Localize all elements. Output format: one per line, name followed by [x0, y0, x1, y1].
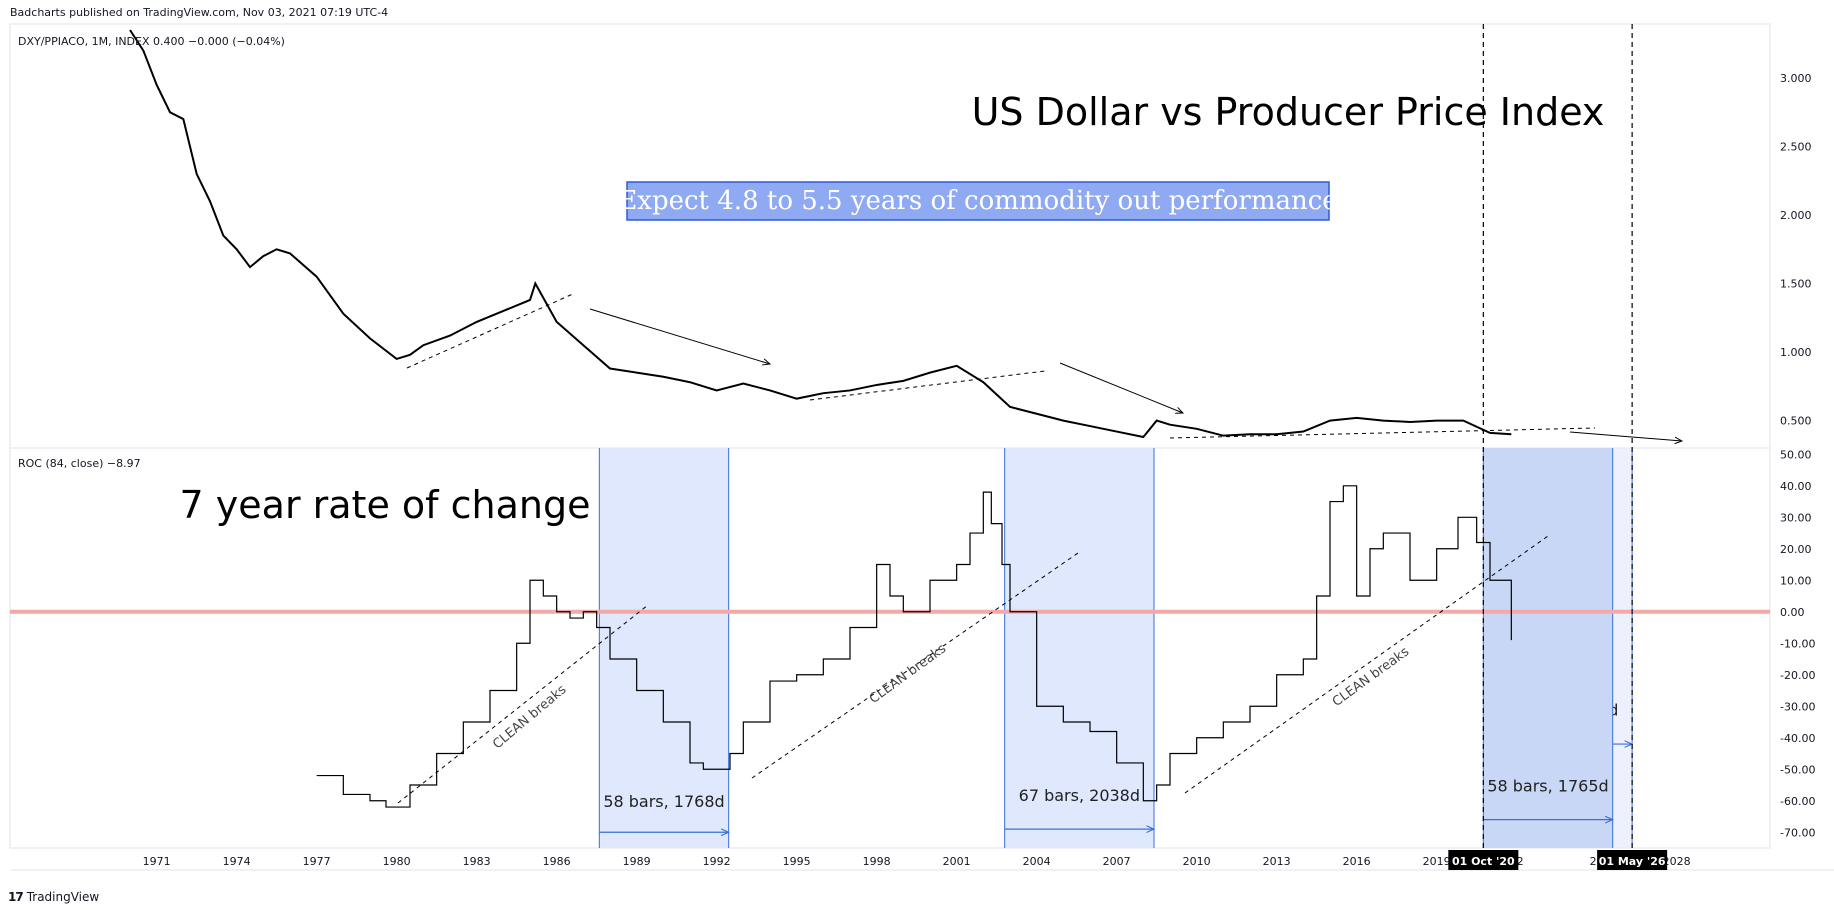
time-marker-label: 01 Oct '20: [1452, 855, 1515, 868]
price-axis[interactable]: 3.000 2.500 2.000 1.500 1.000 0.500: [1780, 72, 1812, 428]
time-marker-badge: [1597, 850, 1668, 870]
roc-series-line[interactable]: [316, 485, 1512, 808]
range-box-label: 58 bars, 1768d: [603, 792, 724, 811]
roc-tick-label: -20.00: [1780, 669, 1815, 682]
price-tick-label: 3.000: [1780, 72, 1812, 85]
roc-tick-label: 40.00: [1780, 480, 1812, 493]
time-tick-label: 2016: [1343, 855, 1371, 868]
subtitle-box-text: Expect 4.8 to 5.5 years of commodity out…: [618, 186, 1337, 216]
roc-tick-label: 0.00: [1780, 606, 1805, 619]
time-tick-label: 2019: [1423, 855, 1451, 868]
time-tick-label: 1971: [143, 855, 171, 868]
trendline-3[interactable]: [1169, 427, 1596, 439]
chart-title: US Dollar vs Producer Price Index: [972, 90, 1605, 134]
clean-break-line-2[interactable]: [751, 552, 1079, 779]
time-tick-label: 2001: [943, 855, 971, 868]
time-tick-label: 2028: [1663, 855, 1691, 868]
time-tick-label: 1992: [703, 855, 731, 868]
clean-break-label-2: CLEAN breaks: [867, 641, 950, 707]
time-tick-label: 1980: [383, 855, 411, 868]
footer-brand[interactable]: TradingView: [26, 890, 100, 904]
price-series-line[interactable]: [129, 29, 1512, 439]
time-tick-label: 1977: [303, 855, 331, 868]
roc-axis[interactable]: 50.00 40.00 30.00 20.00 10.00 0.00 -10.00 -20.0…: [1780, 448, 1815, 839]
price-panel[interactable]: [9, 23, 1771, 449]
trendline-2[interactable]: [809, 370, 1046, 401]
time-tick-label: 2013: [1263, 855, 1291, 868]
clean-break-line-1[interactable]: [397, 604, 649, 804]
time-tick-label: 1989: [623, 855, 651, 868]
range-box[interactable]: [1004, 448, 1154, 848]
price-tick-label: 0.500: [1780, 415, 1812, 428]
subtitle-box[interactable]: [626, 181, 1330, 221]
publish-header: Badcharts published on TradingView.com, …: [10, 6, 388, 19]
time-marker-label: 01 May '26: [1599, 855, 1666, 868]
time-tick-label: 1983: [463, 855, 491, 868]
roc-tick-label: 50.00: [1780, 448, 1812, 461]
roc-tick-label: -60.00: [1780, 795, 1815, 808]
vertical-markers: [1482, 24, 1633, 848]
range-box-label: 67 bars, 2038d: [1019, 786, 1140, 805]
roc-tick-label: -30.00: [1780, 700, 1815, 713]
roc-tick-label: -70.00: [1780, 826, 1815, 839]
roc-title: 7 year rate of change: [180, 483, 591, 527]
roc-tick-label: 10.00: [1780, 574, 1812, 587]
tradingview-logo-icon[interactable]: 𝟭𝟳: [8, 890, 24, 904]
trendline-1[interactable]: [406, 292, 576, 369]
time-tick-label: 2007: [1103, 855, 1131, 868]
price-trendlines[interactable]: [406, 292, 1682, 441]
roc-tick-label: -10.00: [1780, 637, 1815, 650]
time-tick-label: 2004: [1023, 855, 1051, 868]
roc-tick-label: 20.00: [1780, 543, 1812, 556]
roc-tick-label: -50.00: [1780, 763, 1815, 776]
price-tick-label: 2.000: [1780, 209, 1812, 222]
arrow-2[interactable]: [1059, 362, 1183, 413]
roc-legend[interactable]: ROC (84, close) −8.97: [18, 457, 141, 470]
roc-trendlines[interactable]: [397, 535, 1549, 804]
time-tick-label: 1986: [543, 855, 571, 868]
range-box[interactable]: [599, 448, 729, 848]
footer: 𝟭𝟳 TradingView: [8, 890, 99, 904]
price-tick-label: 1.000: [1780, 346, 1812, 359]
arrow-1[interactable]: [589, 308, 770, 364]
range-box[interactable]: [1483, 448, 1613, 848]
price-tick-label: 2.500: [1780, 140, 1812, 153]
roc-tick-label: 30.00: [1780, 511, 1812, 524]
time-tick-label: 2010: [1183, 855, 1211, 868]
clean-break-line-3[interactable]: [1184, 535, 1549, 794]
time-tick-label: 1995: [783, 855, 811, 868]
clean-break-label-1: CLEAN breaks: [490, 682, 569, 752]
price-legend[interactable]: DXY/PPIACO, 1M, INDEX 0.400 −0.000 (−0.0…: [18, 35, 285, 48]
price-tick-label: 1.500: [1780, 278, 1812, 291]
range-box-label: 58 bars, 1765d: [1487, 776, 1608, 795]
clean-break-label-3: CLEAN breaks: [1330, 644, 1413, 710]
roc-tick-label: -40.00: [1780, 732, 1815, 745]
time-tick-label: 1974: [223, 855, 251, 868]
publish-text: Badcharts published on TradingView.com, …: [10, 6, 389, 19]
time-tick-label: 1998: [863, 855, 891, 868]
time-marker-badge: [1448, 850, 1519, 870]
arrow-3[interactable]: [1569, 431, 1682, 441]
time-axis-markers: 01 Oct '20 01 May '26: [1448, 850, 1668, 870]
